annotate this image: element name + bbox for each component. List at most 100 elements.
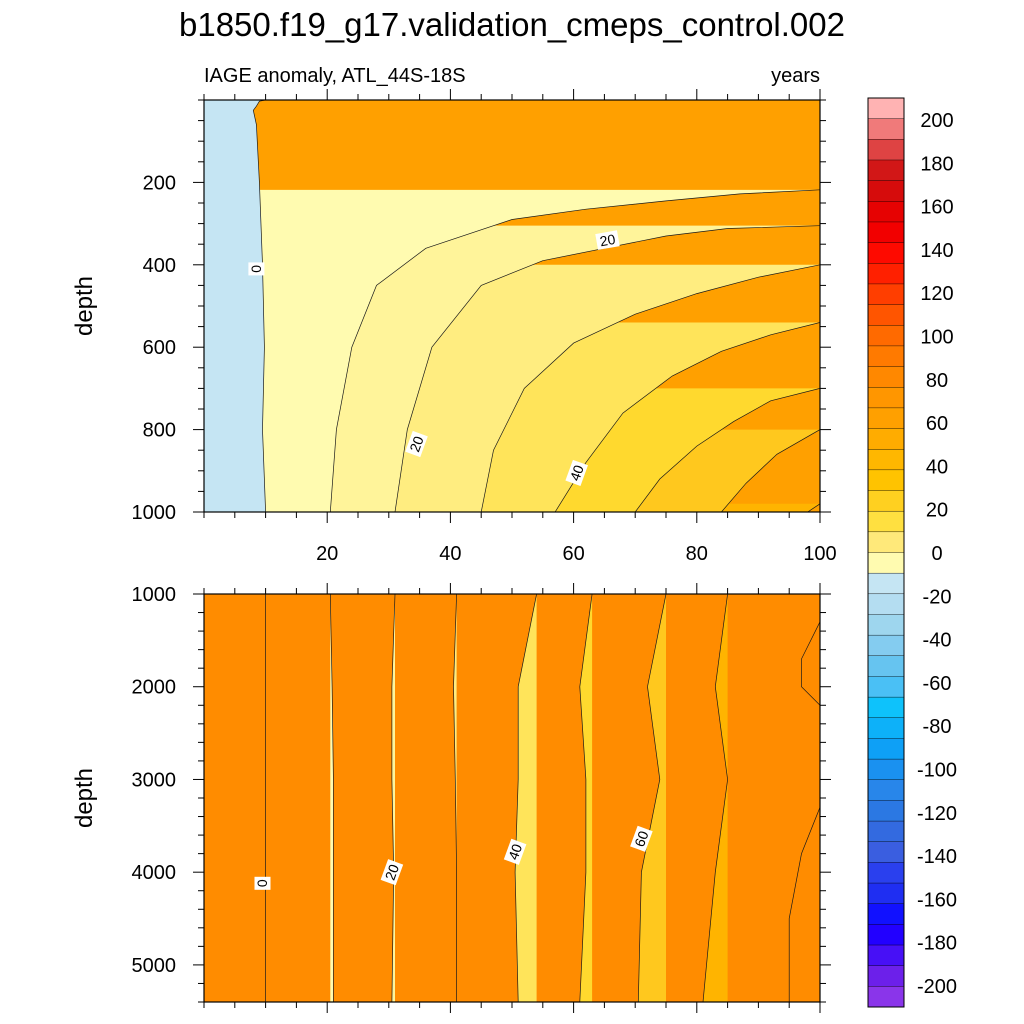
colorbar-swatch (867, 800, 905, 822)
x-tick-label: 80 (686, 543, 708, 565)
filled-contours (204, 100, 820, 512)
contour-line-0 (252, 100, 266, 512)
contour-label-text: 20 (382, 862, 402, 882)
contour-line-50 (634, 388, 820, 512)
x-tick-label: 100 (803, 543, 836, 565)
contour-line-30 (480, 264, 820, 512)
colorbar-swatch (867, 490, 905, 512)
contour-line-30 (453, 594, 457, 1002)
colorbar-label: 140 (920, 240, 953, 262)
colorbar-label: 20 (926, 500, 948, 522)
contour-label: 20 (380, 859, 404, 886)
contour-label: 0 (254, 876, 271, 890)
colorbar-label: 60 (926, 413, 948, 435)
x-tick-label: 60 (562, 543, 584, 565)
y-axis-label: depth (71, 276, 98, 336)
colorbar-label: 180 (920, 153, 953, 175)
colorbar-swatch (867, 758, 905, 781)
colorbar-swatch (867, 180, 905, 202)
colorbar-swatch (867, 717, 905, 739)
filled-contours (204, 594, 820, 1002)
colorbar-swatch (867, 655, 905, 677)
contour-line-80 (788, 807, 820, 1002)
colorbar-label: -40 (923, 630, 952, 652)
colorbar-swatch (867, 903, 905, 925)
contour-label: 60 (630, 825, 653, 852)
colorbar-swatch (867, 779, 905, 801)
contour-line-20 (391, 594, 396, 1002)
colorbar-swatch (867, 944, 905, 967)
band-fill-0 (204, 100, 266, 512)
y-tick-label: 4000 (132, 862, 177, 884)
colorbar-swatch (867, 820, 905, 843)
contour-label: 0 (248, 262, 265, 276)
colorbar-swatch (867, 449, 905, 471)
colorbar-label: 80 (926, 370, 948, 392)
colorbar-swatch (867, 986, 905, 1008)
colorbar-swatch (867, 97, 905, 120)
colorbar-swatch (867, 593, 905, 615)
colorbar-swatch (867, 738, 905, 760)
contour-line-10 (329, 189, 820, 512)
lower-panel: 0 20 40 60 1000 2000 3000 4000 5000 depth (71, 583, 831, 1013)
y-tick-label: 600 (143, 337, 176, 359)
contour-line-60 (721, 429, 820, 512)
contour-line-10 (329, 594, 334, 1002)
band-fill-80 (801, 621, 820, 706)
colorbar-swatch (867, 263, 905, 285)
contour-label-text: 40 (567, 463, 587, 483)
chart-subtitle-right: years (771, 65, 820, 87)
colorbar-swatch (867, 531, 905, 554)
y-tick-label: 800 (143, 420, 176, 442)
contour-line-70 (702, 594, 728, 1002)
band-fill-10 (204, 189, 820, 512)
colorbar-swatch (867, 325, 905, 347)
colorbar-swatch (867, 201, 905, 223)
colorbar-swatch (867, 428, 905, 450)
y-tick-label: 400 (143, 255, 176, 277)
contour-label: 20 (405, 430, 428, 458)
colorbar-label: 160 (920, 197, 953, 219)
colorbar-label: 100 (920, 327, 953, 349)
colorbar-swatch (867, 572, 905, 595)
y-tick-label: 3000 (132, 769, 177, 791)
contour-line-80 (801, 621, 820, 706)
contour-label-text: 40 (505, 842, 525, 862)
contour-label-text: 60 (631, 829, 651, 849)
contour-label: 20 (595, 230, 620, 250)
colorbar-swatch (867, 469, 905, 492)
colorbar-swatch (867, 139, 905, 161)
colorbar-label: 120 (920, 283, 953, 305)
colorbar-swatch (867, 862, 905, 884)
colorbar-swatch (867, 696, 905, 719)
y-tick-label: 1000 (132, 502, 177, 524)
colorbar-label: -140 (917, 846, 957, 868)
colorbar-swatch (867, 676, 905, 698)
colorbar-label: 40 (926, 456, 948, 478)
colorbar-swatch (867, 510, 905, 533)
contour-line-40 (554, 322, 820, 512)
contour-line-40 (514, 594, 537, 1002)
colorbar-swatch (867, 965, 905, 987)
colorbar-label: -80 (923, 716, 952, 738)
colorbar: 200180160140120100806040200-20-40-60-80-… (867, 97, 957, 1008)
colorbar-label: -20 (923, 586, 952, 608)
contour-lines (265, 594, 820, 1002)
colorbar-swatch (867, 283, 905, 306)
colorbar-label: 200 (920, 110, 953, 132)
colorbar-swatch (867, 345, 905, 368)
colorbar-swatch (867, 366, 905, 388)
colorbar-swatch (867, 407, 905, 430)
x-tick-label: 20 (316, 543, 338, 565)
contour-lines (252, 100, 820, 512)
colorbar-label: -160 (917, 889, 957, 911)
colorbar-swatch (867, 221, 905, 244)
y-axis-label: depth (71, 768, 98, 828)
colorbar-swatch (867, 304, 905, 326)
upper-panel: 0 20 20 40 20 40 60 80 100 200 400 600 800 1000 depth (71, 89, 837, 565)
colorbar-swatch (867, 387, 905, 409)
x-tick-label: 40 (439, 543, 461, 565)
colorbar-label: -100 (917, 760, 957, 782)
contour-label-text: 20 (406, 434, 426, 454)
